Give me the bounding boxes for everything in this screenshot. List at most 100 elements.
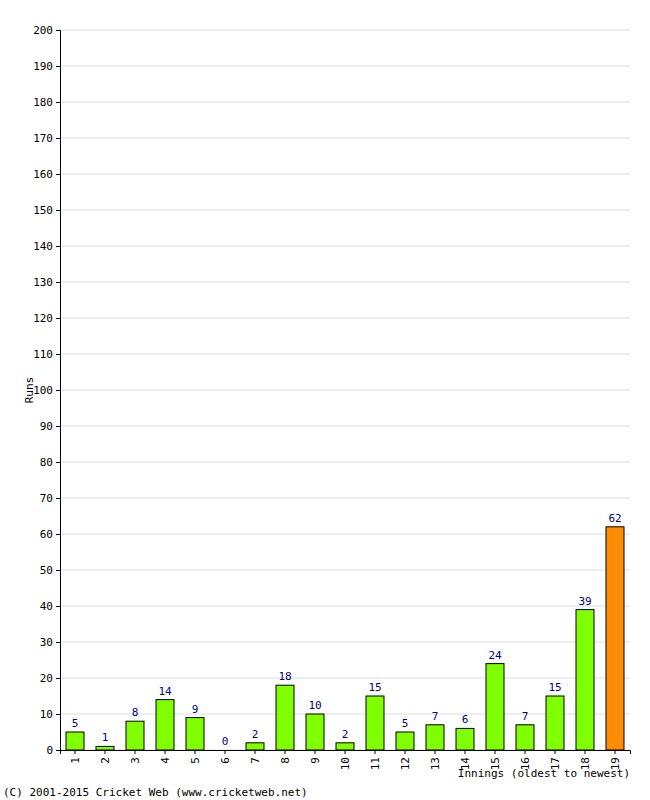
y-tick-mark <box>56 534 60 535</box>
data-label: 0 <box>222 735 229 748</box>
y-tick-label: 40 <box>40 600 53 613</box>
y-tick-mark <box>56 426 60 427</box>
bar <box>426 725 444 750</box>
x-tick-mark <box>255 750 256 754</box>
data-label: 15 <box>368 681 381 694</box>
y-tick: 0 <box>46 744 60 757</box>
data-labels: 518149021810215576247153962 <box>72 512 622 748</box>
chart: 5181490218102155762471539620102030405060… <box>0 0 650 800</box>
data-label: 24 <box>488 649 502 662</box>
y-tick: 110 <box>33 348 60 361</box>
y-tick: 80 <box>40 456 60 469</box>
y-tick: 100 <box>33 384 60 397</box>
y-tick-label: 160 <box>33 168 53 181</box>
x-tick: 12 <box>399 750 412 770</box>
grid-line <box>60 30 630 31</box>
y-tick-label: 90 <box>40 420 53 433</box>
y-tick-mark <box>56 570 60 571</box>
data-label: 5 <box>402 717 409 730</box>
background <box>0 0 650 800</box>
bar <box>96 746 114 750</box>
bar <box>306 714 324 750</box>
grid-line <box>60 174 630 175</box>
grid-line <box>60 534 630 535</box>
x-tick-mark <box>75 750 76 754</box>
y-tick-label: 170 <box>33 132 53 145</box>
grid-line <box>60 462 630 463</box>
y-tick: 30 <box>40 636 60 649</box>
data-label: 15 <box>548 681 561 694</box>
x-tick-mark <box>285 750 286 754</box>
data-label: 39 <box>578 595 591 608</box>
y-tick-mark <box>56 174 60 175</box>
grid-line <box>60 282 630 283</box>
x-tick-mark <box>585 750 586 754</box>
x-tick: 2 <box>99 750 112 764</box>
data-label: 8 <box>132 706 139 719</box>
y-tick-label: 10 <box>40 708 53 721</box>
x-tick: 4 <box>159 750 172 764</box>
x-tick-label: 7 <box>249 757 262 764</box>
y-tick-label: 30 <box>40 636 53 649</box>
bar <box>186 718 204 750</box>
x-tick-mark <box>465 750 466 754</box>
bar <box>516 725 534 750</box>
bar <box>276 685 294 750</box>
bar <box>246 743 264 750</box>
x-tick-mark <box>435 750 436 754</box>
x-axis-line <box>61 751 631 755</box>
data-label: 6 <box>462 713 469 726</box>
x-tick: 9 <box>309 750 322 764</box>
y-tick: 140 <box>33 240 60 253</box>
x-tick-mark <box>615 750 616 754</box>
y-axis-line <box>56 31 61 751</box>
x-tick-mark <box>525 750 526 754</box>
x-tick-mark <box>315 750 316 754</box>
x-tick-label: 12 <box>399 757 412 770</box>
y-tick: 50 <box>40 564 60 577</box>
data-label: 7 <box>432 710 439 723</box>
x-tick-mark <box>225 750 226 754</box>
grid-line <box>60 318 630 319</box>
x-tick-mark <box>345 750 346 754</box>
x-tick: 3 <box>129 750 142 764</box>
x-tick-label: 5 <box>189 757 202 764</box>
annotation: (C) 2001-2015 Cricket Web (www.cricketwe… <box>3 786 308 799</box>
y-tick-mark <box>56 750 60 751</box>
x-tick-label: 1 <box>69 757 82 764</box>
data-label: 2 <box>252 728 259 741</box>
x-tick-label: 3 <box>129 757 142 764</box>
grid-line <box>60 66 630 67</box>
grid-line <box>60 606 630 607</box>
y-tick-label: 20 <box>40 672 53 685</box>
x-tick: 1 <box>69 750 82 764</box>
x-tick-label: 13 <box>429 757 442 770</box>
y-tick-label: 130 <box>33 276 53 289</box>
x-tick-label: 8 <box>279 757 292 764</box>
grid-line <box>60 570 630 571</box>
x-tick: 5 <box>189 750 202 764</box>
y-tick: 10 <box>40 708 60 721</box>
x-tick: 10 <box>339 750 352 770</box>
data-label: 62 <box>608 512 621 525</box>
bars <box>66 527 624 750</box>
data-label: 14 <box>158 685 172 698</box>
x-axis-title: Innings (oldest to newest) <box>458 767 630 780</box>
y-tick-mark <box>56 282 60 283</box>
y-tick-label: 110 <box>33 348 53 361</box>
x-tick-mark <box>555 750 556 754</box>
y-tick: 170 <box>33 132 60 145</box>
grid <box>60 30 630 750</box>
y-tick-mark <box>56 606 60 607</box>
y-axis-title: Runs <box>23 377 36 404</box>
y-tick-label: 100 <box>33 384 53 397</box>
y-tick: 160 <box>33 168 60 181</box>
y-tick-mark <box>56 66 60 67</box>
x-tick-mark <box>405 750 406 754</box>
y-tick-label: 200 <box>33 24 53 37</box>
bar <box>336 743 354 750</box>
y-tick-label: 120 <box>33 312 53 325</box>
data-label: 10 <box>308 699 321 712</box>
data-label: 1 <box>102 731 109 744</box>
bar <box>576 610 594 750</box>
